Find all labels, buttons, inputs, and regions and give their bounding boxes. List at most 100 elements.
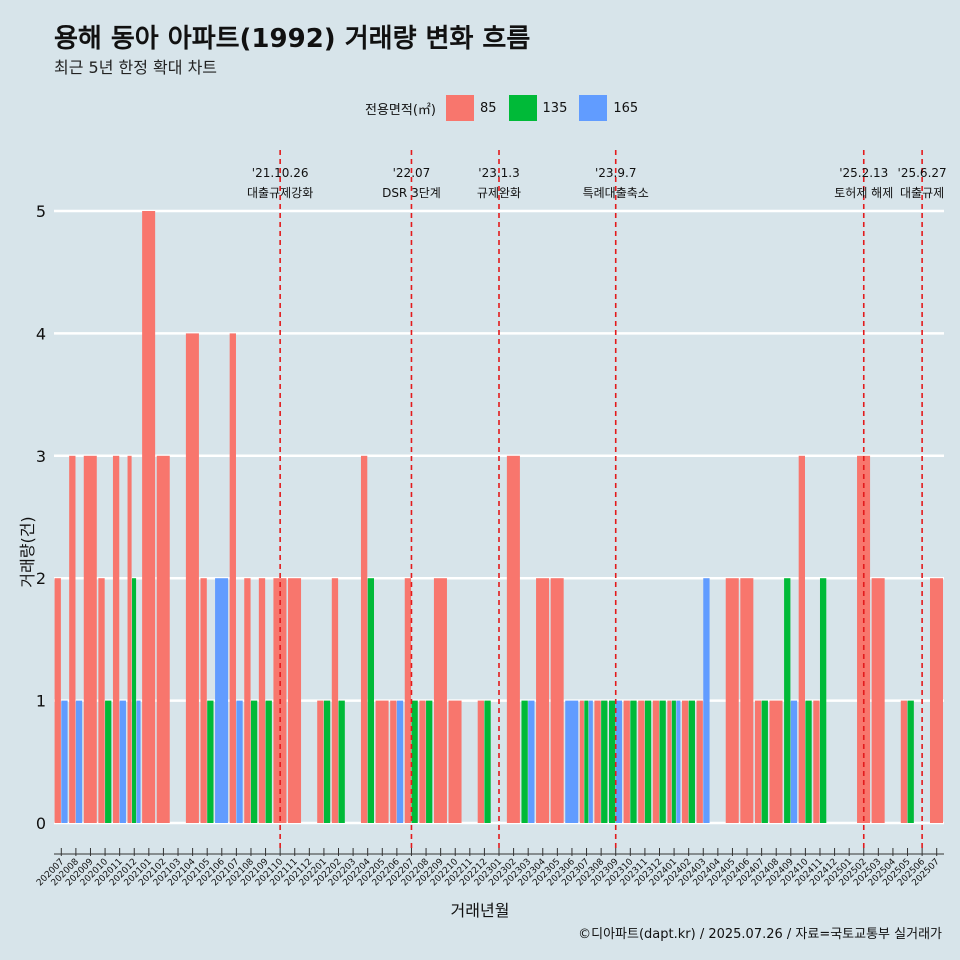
legend-item-85: 85 bbox=[445, 95, 497, 121]
bar-165-202011 bbox=[119, 700, 126, 823]
bar-165-202303 bbox=[528, 700, 535, 823]
chart-subtitle: 최근 5년 한정 확대 차트 bbox=[54, 58, 218, 77]
bar-165-202401 bbox=[676, 700, 681, 823]
legend-swatch-135 bbox=[508, 95, 537, 121]
event-lines: '21.10.26 대출규제강화 '22.07 DSR 3단계 '23.1.3 규제완화 '… bbox=[247, 150, 947, 852]
bar-135-202012 bbox=[132, 578, 137, 823]
bar-135-202201 bbox=[323, 700, 331, 823]
bar-165-202403 bbox=[703, 578, 710, 823]
y-axis-label: 거래량(건) bbox=[18, 516, 37, 588]
bar-135-202109 bbox=[265, 700, 272, 823]
bar-85-202507 bbox=[929, 578, 944, 823]
bar-85-202204 bbox=[360, 455, 368, 823]
y-tick-label-0: 0 bbox=[36, 814, 46, 833]
bar-165-202309 bbox=[615, 700, 623, 823]
bar-165-202206 bbox=[396, 700, 404, 823]
bar-85-202107 bbox=[229, 333, 236, 823]
bar-135-202204 bbox=[367, 578, 374, 823]
legend-swatch-165 bbox=[579, 95, 608, 121]
bar-85-202408 bbox=[769, 700, 783, 823]
event-label-202502: 토허제 해제 bbox=[834, 186, 893, 200]
bar-135-202411 bbox=[819, 578, 827, 823]
bar-85-202011 bbox=[112, 455, 120, 823]
y-tick-label-3: 3 bbox=[36, 447, 46, 466]
bar-135-202312 bbox=[659, 700, 666, 823]
bar-135-202105 bbox=[207, 700, 214, 823]
event-date-202502: '25.2.13 bbox=[839, 166, 888, 180]
bar-85-202402 bbox=[681, 700, 689, 823]
bar-85-202209 bbox=[433, 578, 447, 823]
bar-85-202012 bbox=[127, 455, 132, 823]
bar-85-202008 bbox=[69, 455, 76, 823]
bar-165-202007 bbox=[61, 700, 68, 823]
bar-85-202201 bbox=[317, 700, 324, 823]
bar-135-202401 bbox=[671, 700, 676, 823]
bar-85-202302 bbox=[506, 455, 520, 823]
event-date-202506: '25.6.27 bbox=[898, 166, 947, 180]
bar-135-202307 bbox=[584, 700, 589, 823]
bar-165-202107 bbox=[236, 700, 243, 823]
bar-165-202306 bbox=[565, 700, 579, 823]
bar-85-202108 bbox=[244, 578, 251, 823]
legend-swatch-85 bbox=[445, 95, 474, 121]
bar-135-202310 bbox=[630, 700, 637, 823]
bar-85-202305 bbox=[550, 578, 564, 823]
bar-85-202503 bbox=[871, 578, 885, 823]
bar-85-202105 bbox=[200, 578, 207, 823]
bar-85-202109 bbox=[258, 578, 266, 823]
legend: 전용면적(㎡) 85 135 165 bbox=[365, 94, 650, 122]
bar-135-202402 bbox=[688, 700, 695, 823]
legend-label-135: 135 bbox=[542, 100, 568, 116]
event-date-202207: '22.07 bbox=[393, 166, 431, 180]
bar-85-202405 bbox=[725, 578, 739, 823]
bars bbox=[54, 211, 944, 823]
chart-title: 용해 동아 아파트(1992) 거래량 변화 흐름 bbox=[54, 24, 531, 54]
bar-85-202101 bbox=[142, 211, 156, 823]
event-label-202506: 대출규제 bbox=[900, 186, 944, 200]
bar-135-202505 bbox=[907, 700, 914, 823]
bar-85-202210 bbox=[448, 700, 462, 823]
y-tick-label-2: 2 bbox=[36, 569, 46, 588]
y-tick-label-5: 5 bbox=[36, 202, 46, 221]
bar-85-202202 bbox=[331, 578, 339, 823]
y-axis: 0 1 2 3 4 5 bbox=[36, 202, 46, 833]
bar-85-202102 bbox=[156, 455, 170, 823]
bar-85-202401 bbox=[667, 700, 672, 823]
bar-85-202206 bbox=[390, 700, 397, 823]
bar-85-202207 bbox=[404, 578, 412, 823]
legend-label-85: 85 bbox=[479, 100, 497, 116]
bar-165-202307 bbox=[588, 700, 593, 823]
source-caption: ©디아파트(dapt.kr) / 2025.07.26 / 자료=국토교통부 실… bbox=[578, 927, 942, 942]
event-date-202301: '23.1.3 bbox=[478, 166, 519, 180]
bar-135-202407 bbox=[761, 700, 768, 823]
bar-85-202311 bbox=[638, 700, 645, 823]
bar-135-202202 bbox=[338, 700, 345, 823]
bar-135-202309 bbox=[609, 700, 616, 823]
bar-135-202212 bbox=[484, 700, 491, 823]
event-label-202110: 대출규제강화 bbox=[247, 186, 313, 200]
bar-85-202403 bbox=[696, 700, 703, 823]
bar-85-202407 bbox=[754, 700, 762, 823]
legend-item-135: 135 bbox=[508, 95, 568, 121]
bar-85-202304 bbox=[536, 578, 550, 823]
bar-165-202409 bbox=[790, 700, 798, 823]
event-label-202301: 규제완화 bbox=[477, 186, 521, 200]
bar-135-202308 bbox=[601, 700, 608, 823]
y-tick-label-4: 4 bbox=[36, 324, 46, 343]
bar-85-202205 bbox=[375, 700, 389, 823]
bar-85-202308 bbox=[594, 700, 601, 823]
legend-label-165: 165 bbox=[613, 100, 639, 116]
bar-85-202406 bbox=[740, 578, 754, 823]
bar-135-202108 bbox=[250, 700, 258, 823]
bar-135-202207 bbox=[411, 700, 418, 823]
bar-85-202312 bbox=[652, 700, 660, 823]
event-label-202207: DSR 3단계 bbox=[382, 186, 441, 200]
bar-165-202008 bbox=[75, 700, 83, 823]
bar-85-202208 bbox=[419, 700, 426, 823]
bar-85-202009 bbox=[83, 455, 97, 823]
bar-85-202307 bbox=[579, 700, 584, 823]
y-tick-label-1: 1 bbox=[36, 692, 46, 711]
bar-135-202208 bbox=[426, 700, 433, 823]
x-axis-label: 거래년월 bbox=[450, 901, 510, 920]
